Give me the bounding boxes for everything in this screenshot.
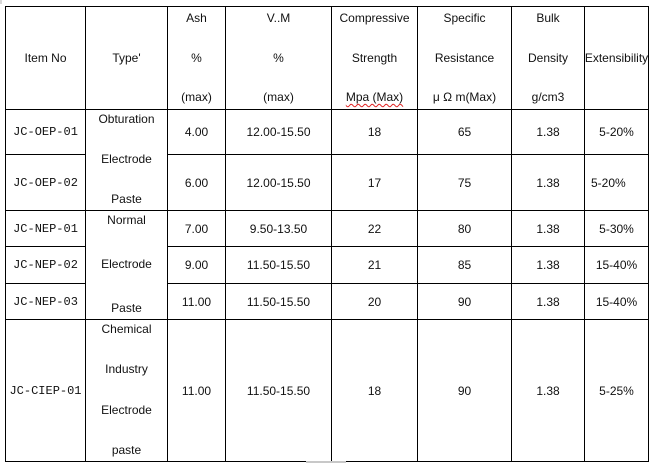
density-cell: 1.38: [511, 210, 585, 247]
density-cell: 1.38: [511, 246, 585, 284]
header-vm: V..M% (max): [225, 6, 332, 110]
density-cell: 1.38: [511, 283, 585, 320]
ash-cell: 11.00: [167, 283, 226, 320]
resistance-cell: 75: [417, 154, 512, 211]
extensibility-cell: 15-40%: [584, 246, 649, 284]
header-compressive-strength: Compressive Strength Mpa (Max): [331, 6, 418, 110]
strength-cell: 18: [331, 109, 418, 155]
vm-cell: 12.00-15.50: [225, 109, 332, 155]
header-row: Item No Type' Ash% (max) V..M% (max) Compr…: [5, 6, 649, 110]
type-cell-normal: Normal Electrode Paste: [85, 210, 168, 320]
table-row: JC-OEP-02 6.00 12.00-15.50 17 75 1.38 5-…: [5, 154, 649, 211]
type-cell-chemical: Chemical Industry Electrode paste: [85, 319, 168, 462]
table-row: JC-NEP-01 Normal Electrode Paste 7.00 9.50…: [5, 210, 649, 320]
vm-cell: 11.50-15.50: [225, 246, 332, 284]
vm-cell: 12.00-15.50: [225, 154, 332, 211]
density-cell: 1.38: [511, 319, 585, 462]
item-no-cell: JC-NEP-01: [5, 210, 86, 247]
vm-cell: 11.50-15.50: [225, 283, 332, 320]
item-no-cell: JC-NEP-03: [5, 283, 86, 320]
extensibility-cell: 15-40%: [584, 283, 649, 320]
resistance-cell: 90: [417, 319, 512, 462]
header-bulk-density: Bulk Density g/cm3: [511, 6, 585, 110]
strength-cell: 18: [331, 319, 418, 462]
ash-cell: 11.00: [167, 319, 226, 462]
ash-cell: 7.00: [167, 210, 226, 247]
header-type: Type': [85, 6, 168, 110]
electrode-paste-spec-table: Item No Type' Ash% (max) V..M% (max) Compr…: [5, 6, 649, 462]
strength-cell: 21: [331, 246, 418, 284]
strength-cell: 20: [331, 283, 418, 320]
density-cell: 1.38: [511, 109, 585, 155]
resistance-cell: 90: [417, 283, 512, 320]
vm-cell: 11.50-15.50: [225, 319, 332, 462]
table-row: JC-OEP-01 Obturation Electrode Paste 4.00 …: [5, 109, 649, 211]
header-item-no: Item No: [5, 6, 86, 110]
table-row: JC-NEP-02 9.00 11.50-15.50 21 85 1.38 15…: [5, 246, 649, 284]
horizontal-scrollbar-thumb[interactable]: [306, 461, 346, 463]
resistance-cell: 80: [417, 210, 512, 247]
item-no-cell: JC-OEP-02: [5, 154, 86, 211]
header-extensibility: Extensibility: [584, 6, 649, 110]
strength-cell: 22: [331, 210, 418, 247]
extensibility-cell: 5-25%: [584, 319, 649, 462]
header-ash: Ash% (max): [167, 6, 226, 110]
item-no-cell: JC-CIEP-01: [5, 319, 86, 462]
extensibility-cell: 5-20%: [584, 109, 649, 155]
resistance-cell: 65: [417, 109, 512, 155]
density-cell: 1.38: [511, 154, 585, 211]
vm-cell: 9.50-13.50: [225, 210, 332, 247]
spellcheck-underlined-unit: Mpa (Max): [345, 90, 404, 104]
ash-cell: 4.00: [167, 109, 226, 155]
ash-cell: 6.00: [167, 154, 226, 211]
table-row: JC-NEP-03 11.00 11.50-15.50 20 90 1.38 1…: [5, 283, 649, 320]
table-row: JC-CIEP-01 Chemical Industry Electrode past…: [5, 319, 649, 462]
resistance-cell: 85: [417, 246, 512, 284]
ash-cell: 9.00: [167, 246, 226, 284]
header-specific-resistance: Specific Resistance μ Ω m(Max): [417, 6, 512, 110]
extensibility-cell: 5-20%: [584, 154, 649, 211]
corner-mark: [0, 0, 2, 4]
strength-cell: 17: [331, 154, 418, 211]
type-cell-obturation: Obturation Electrode Paste: [85, 109, 168, 211]
item-no-cell: JC-OEP-01: [5, 109, 86, 155]
item-no-cell: JC-NEP-02: [5, 246, 86, 284]
extensibility-cell: 5-30%: [584, 210, 649, 247]
